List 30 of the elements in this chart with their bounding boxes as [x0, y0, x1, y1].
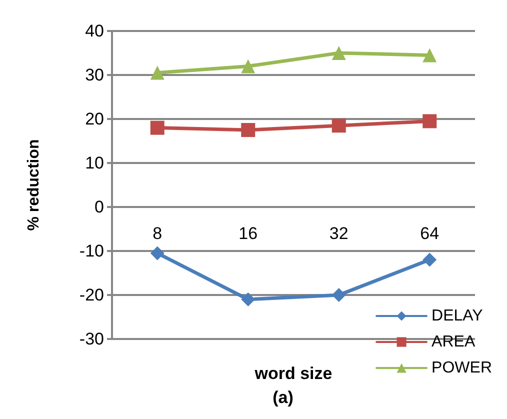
point	[150, 246, 164, 260]
point	[241, 123, 256, 137]
x-tick-label: 32	[329, 224, 348, 243]
point	[422, 252, 437, 267]
y-tick-label: 10	[85, 154, 104, 172]
y-axis-title: % reduction	[26, 139, 42, 231]
x-axis-title: word size	[254, 364, 332, 383]
y-tick-label: 30	[85, 66, 104, 84]
point	[241, 292, 256, 306]
text: (a)	[272, 388, 294, 407]
y-tick-label: -20	[79, 286, 104, 304]
legend-label: AREA	[432, 334, 476, 350]
point	[150, 120, 164, 135]
point	[332, 46, 346, 60]
point	[241, 59, 256, 74]
point	[150, 66, 164, 80]
legend-label: POWER	[432, 360, 492, 376]
y-tick-label: 0	[94, 198, 104, 216]
x-tick-label: 16	[238, 224, 258, 243]
point	[422, 114, 437, 128]
y-tick-label: -10	[79, 242, 104, 260]
point	[332, 118, 346, 133]
point	[332, 288, 346, 302]
x-tick-label: 8	[152, 224, 162, 243]
legend-label: DELAY	[432, 308, 484, 324]
y-tick-label: 40	[85, 22, 104, 40]
x-tick-label: 64	[420, 224, 440, 243]
y-tick-label: 20	[85, 110, 104, 128]
y-tick-label: -30	[79, 330, 104, 348]
point	[422, 48, 437, 62]
